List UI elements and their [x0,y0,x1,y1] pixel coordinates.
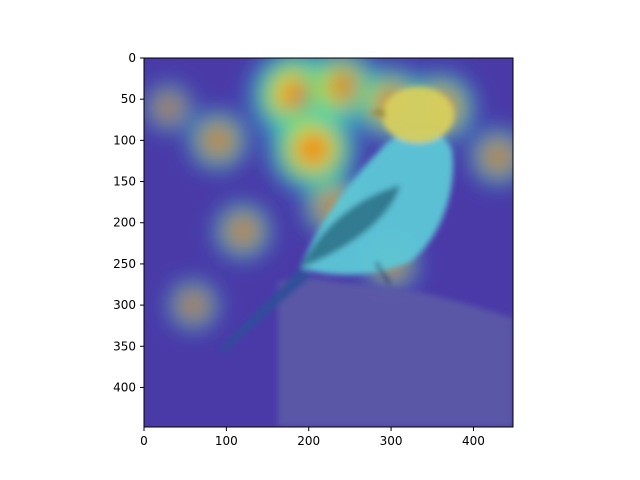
bird-tail [218,268,312,350]
plot-frame [143,57,514,428]
bird-head [382,87,454,143]
x-axis: 0 100 200 300 400 [140,427,485,448]
bird-beak [368,108,386,118]
y-tick-label: 0 [128,51,136,65]
y-axis: 0 50 100 150 200 250 300 350 400 [113,51,144,394]
x-tick-label: 200 [297,434,320,448]
heat-spot [144,76,200,138]
x-tick-label: 100 [215,434,238,448]
x-tick-label: 0 [140,434,148,448]
y-tick-label: 300 [113,298,136,312]
heat-spot [180,102,256,178]
bird-leg [374,261,392,286]
heat-spot [207,195,279,267]
x-tick-label: 400 [462,434,485,448]
y-tick-label: 250 [113,257,136,271]
y-tick-label: 350 [113,339,136,353]
y-tick-label: 50 [121,92,136,106]
bird-wing [300,185,400,268]
photo-content [218,87,513,427]
heatmap-overlay [144,58,513,338]
heat-spot [462,121,513,193]
y-tick-label: 400 [113,380,136,394]
post-shape [278,276,513,427]
heat-spot [161,272,226,338]
x-tick-label: 300 [380,434,403,448]
y-tick-label: 150 [113,175,136,189]
plot-area [144,58,513,427]
y-tick-label: 200 [113,216,136,230]
y-tick-label: 100 [113,133,136,147]
